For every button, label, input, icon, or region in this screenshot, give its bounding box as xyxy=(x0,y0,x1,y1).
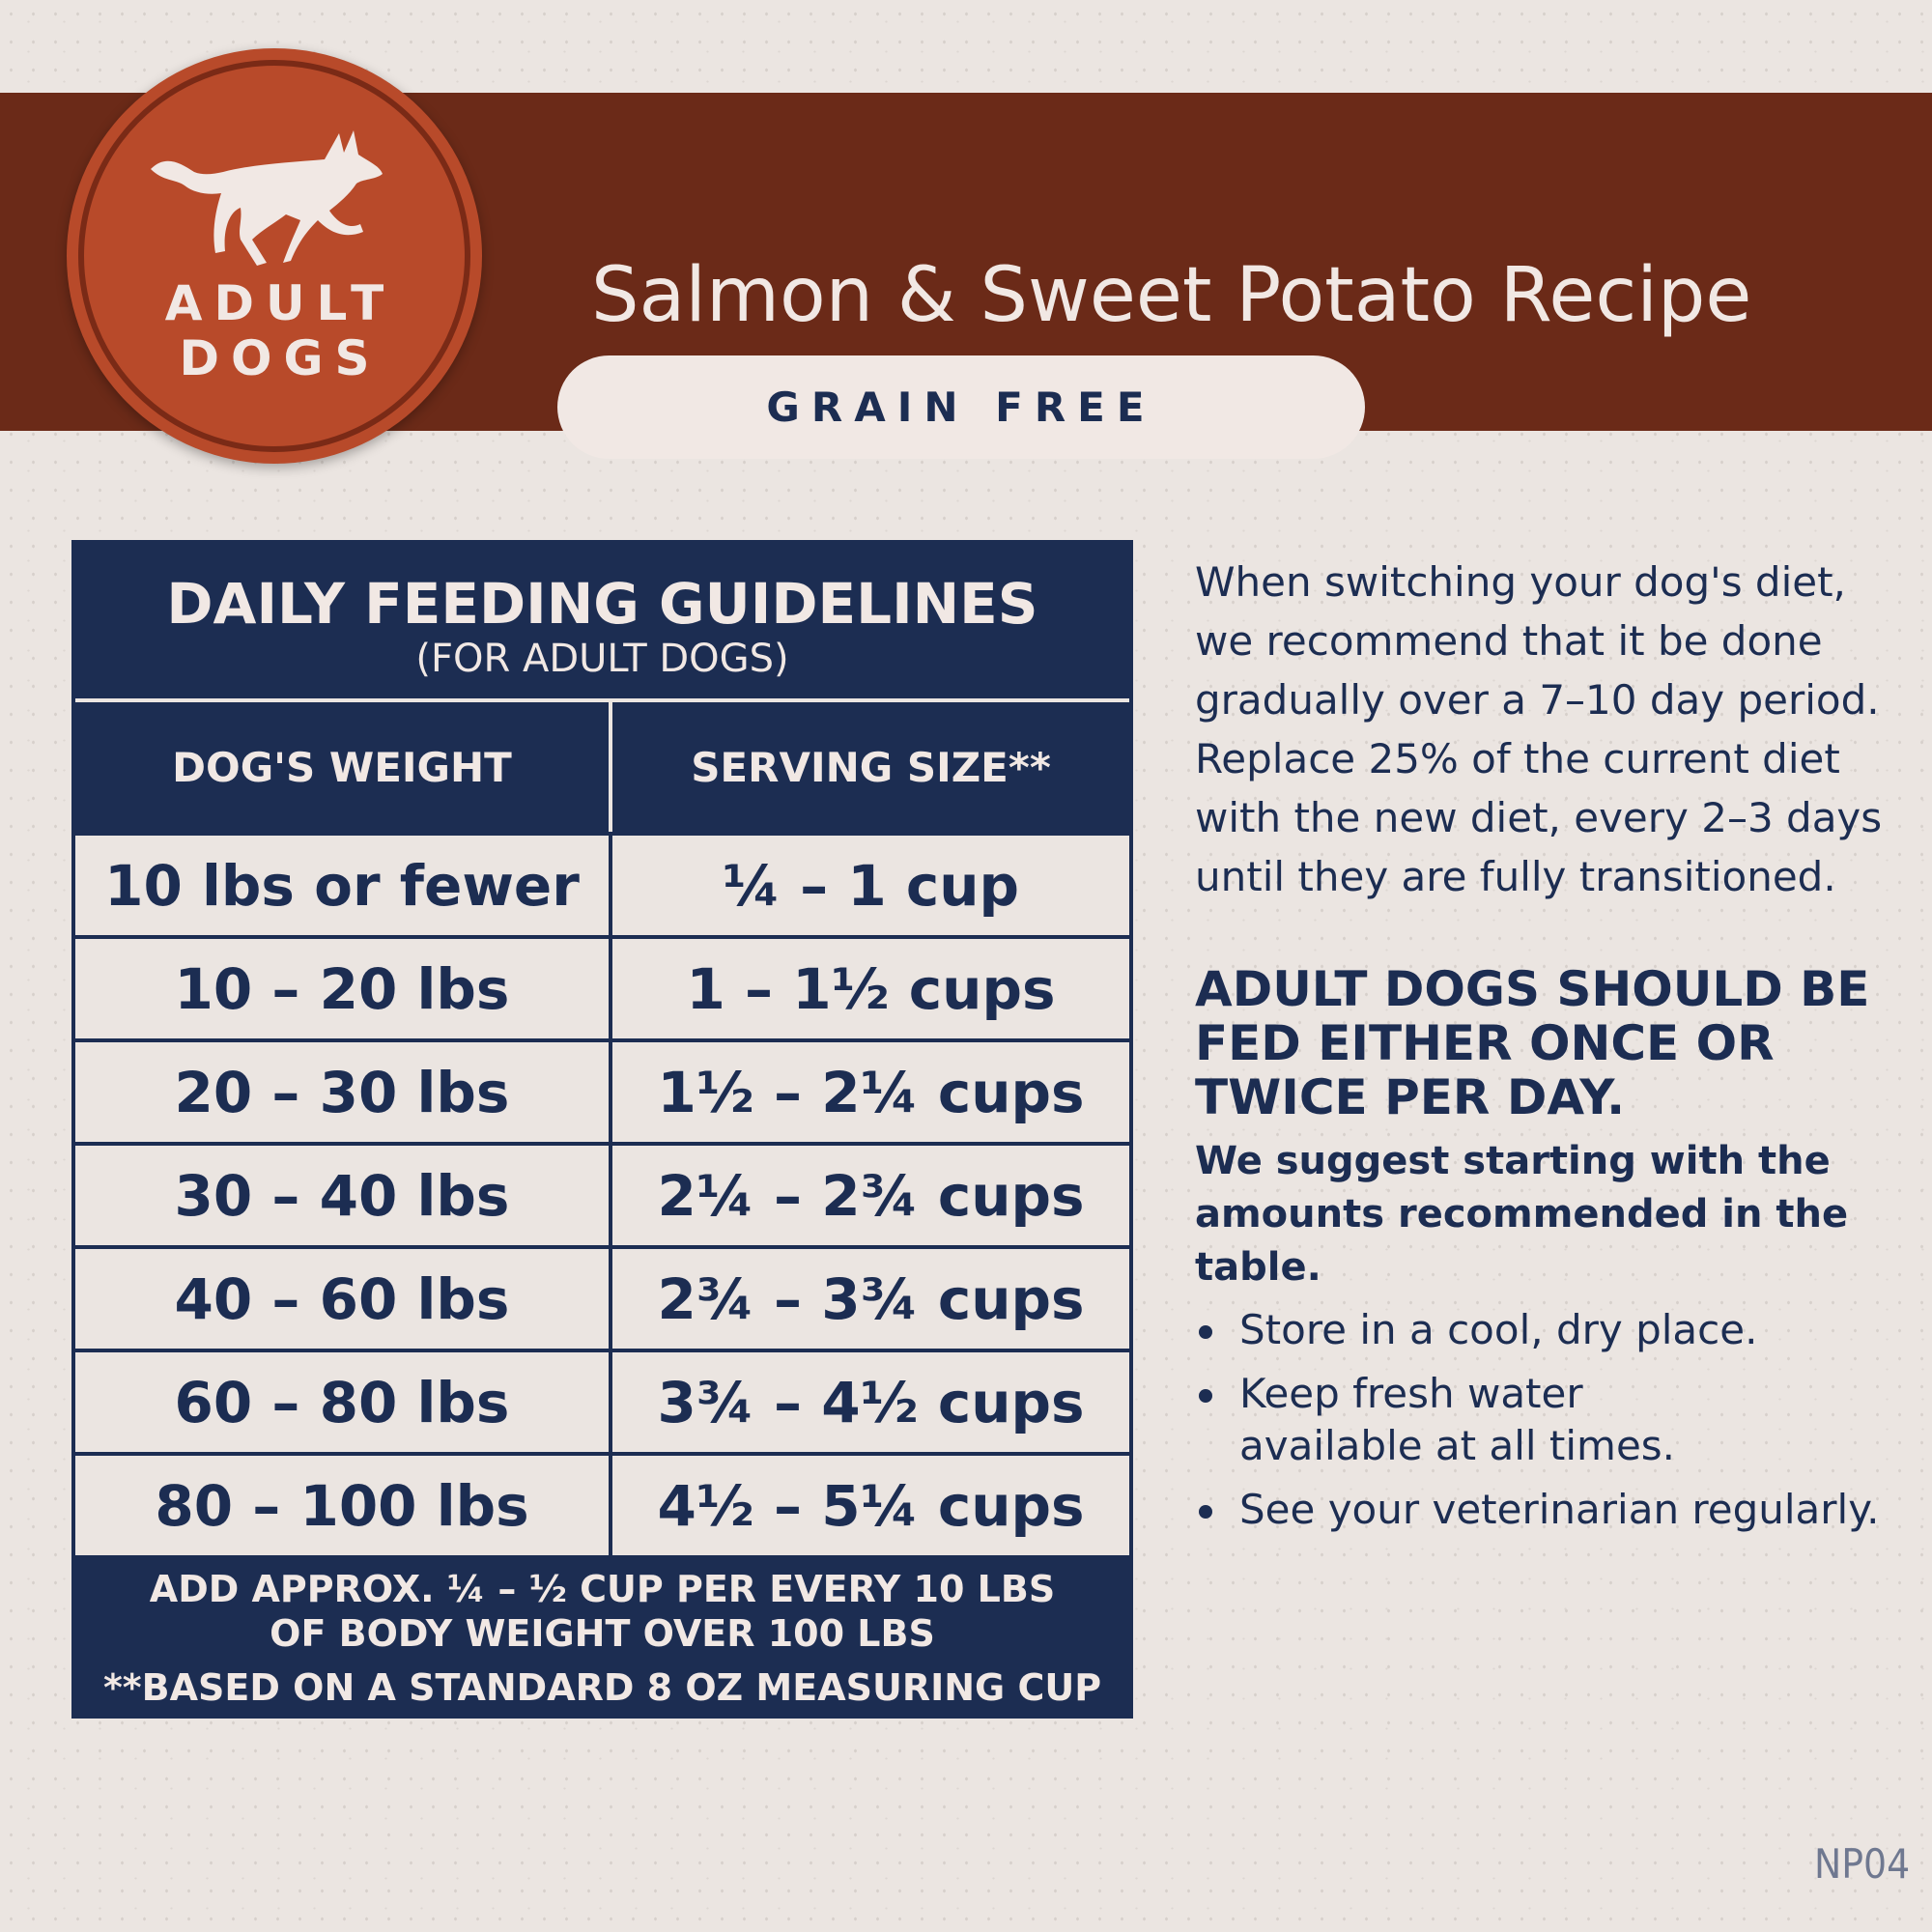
table-row: 10 lbs or fewer ¼ – 1 cup xyxy=(75,832,1129,935)
table-row: 60 – 80 lbs 3¾ – 4½ cups xyxy=(75,1349,1129,1452)
serving-cell: 1 – 1½ cups xyxy=(609,939,1129,1038)
table-row: 40 – 60 lbs 2¾ – 3¾ cups xyxy=(75,1245,1129,1349)
weight-cell: 10 lbs or fewer xyxy=(104,852,580,919)
column-headers: DOG'S WEIGHT SERVING SIZE** xyxy=(75,702,1129,832)
weight-cell: 10 – 20 lbs xyxy=(174,955,510,1022)
weight-cell: 40 – 60 lbs xyxy=(174,1265,510,1332)
weight-cell: 20 – 30 lbs xyxy=(174,1059,510,1125)
weight-cell: 30 – 40 lbs xyxy=(174,1162,510,1229)
weight-cell: 60 – 80 lbs xyxy=(174,1369,510,1435)
serving-cell: 4½ – 5¼ cups xyxy=(609,1456,1129,1555)
column-header-weight: DOG'S WEIGHT xyxy=(172,743,512,791)
serving-cell: 3¾ – 4½ cups xyxy=(609,1352,1129,1452)
serving-cell: ¼ – 1 cup xyxy=(609,836,1129,935)
table-title: DAILY FEEDING GUIDELINES xyxy=(166,571,1038,637)
list-item: Store in a cool, dry place. xyxy=(1195,1304,1890,1356)
grain-free-badge: GRAIN FREE xyxy=(557,355,1365,459)
footer-line2: OF BODY WEIGHT OVER 100 LBS xyxy=(270,1612,935,1655)
list-item: Keep fresh water available at all times. xyxy=(1195,1368,1775,1472)
weight-cell: 80 – 100 lbs xyxy=(155,1472,529,1539)
product-code: NP04 xyxy=(1814,1840,1911,1888)
suggestion-text: We suggest starting with the amounts rec… xyxy=(1195,1139,1849,1290)
badge-line2: DOGS xyxy=(179,330,382,386)
badge-line1: ADULT xyxy=(164,275,396,331)
serving-cell: 2¾ – 3¾ cups xyxy=(609,1249,1129,1349)
table-header: DAILY FEEDING GUIDELINES (FOR ADULT DOGS… xyxy=(75,544,1129,702)
transition-instructions: When switching your dog's diet, we recom… xyxy=(1195,558,1883,900)
table-row: 10 – 20 lbs 1 – 1½ cups xyxy=(75,935,1129,1038)
feeding-guidelines-table: DAILY FEEDING GUIDELINES (FOR ADULT DOGS… xyxy=(71,540,1133,1719)
running-dog-icon xyxy=(151,130,383,266)
table-row: 30 – 40 lbs 2¼ – 2¾ cups xyxy=(75,1142,1129,1245)
feeding-frequency-heading: ADULT DOGS SHOULD BE FED EITHER ONCE OR … xyxy=(1195,961,1870,1125)
serving-cell: 2¼ – 2¾ cups xyxy=(609,1146,1129,1245)
footer-line1: ADD APPROX. ¼ – ½ CUP PER EVERY 10 LBS xyxy=(149,1568,1056,1610)
footnote: **BASED ON A STANDARD 8 OZ MEASURING CUP xyxy=(102,1666,1102,1709)
recipe-title: Salmon & Sweet Potato Recipe xyxy=(591,252,1752,339)
table-row: 80 – 100 lbs 4½ – 5¼ cups xyxy=(75,1452,1129,1555)
serving-cell: 1½ – 2¼ cups xyxy=(609,1042,1129,1142)
badge-ring xyxy=(78,60,470,452)
table-row: 20 – 30 lbs 1½ – 2¼ cups xyxy=(75,1038,1129,1142)
adult-dogs-badge: ADULT DOGS xyxy=(67,48,482,464)
list-item: See your veterinarian regularly. xyxy=(1195,1484,1890,1536)
column-header-serving: SERVING SIZE** xyxy=(609,702,1129,832)
table-footer: ADD APPROX. ¼ – ½ CUP PER EVERY 10 LBS O… xyxy=(75,1555,1129,1710)
care-tips-list: Store in a cool, dry place. Keep fresh w… xyxy=(1195,1304,1890,1548)
table-subtitle: (FOR ADULT DOGS) xyxy=(415,637,789,681)
